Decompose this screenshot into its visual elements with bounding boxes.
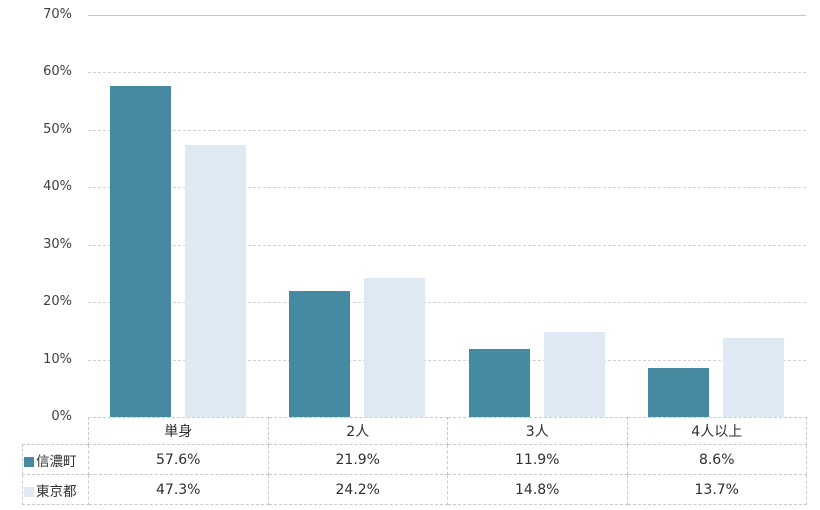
value-cell: 47.3% (88, 474, 269, 505)
legend-swatch (24, 486, 34, 497)
y-tick-label: 70% (43, 7, 72, 22)
legend-label: 東京都 (36, 483, 77, 500)
bar (648, 367, 710, 417)
legend-swatch (24, 456, 34, 467)
y-tick-label: 30% (43, 236, 72, 252)
value-cell: 11.9% (447, 444, 628, 475)
category-header-cell: 3人 (447, 417, 628, 445)
value-cell: 57.6% (88, 444, 269, 475)
category-header-cell: 単身 (88, 417, 269, 445)
bar-group (447, 15, 627, 417)
value-cell: 21.9% (267, 444, 448, 475)
grid-line (88, 244, 806, 246)
table-row: 東京都 47.3% 24.2% 14.8% 13.7% (22, 474, 807, 505)
table-corner-spacer (23, 418, 89, 445)
bar (364, 278, 426, 417)
y-tick-label: 40% (43, 179, 72, 195)
bar-group (88, 15, 268, 417)
grid-line (88, 72, 806, 74)
y-tick-label: 10% (43, 351, 72, 367)
grid-line (88, 129, 806, 131)
y-tick-label: 0% (51, 409, 72, 424)
y-tick-label: 20% (43, 294, 72, 310)
bar (109, 86, 171, 417)
value-cell: 13.7% (626, 474, 807, 505)
y-tick-label: 60% (43, 64, 72, 80)
legend-cell: 信濃町 (22, 444, 89, 475)
legend-label: 信濃町 (36, 453, 77, 470)
table-row: 信濃町 57.6% 21.9% 11.9% 8.6% (22, 444, 807, 475)
value-cell: 24.2% (267, 474, 448, 505)
bar (543, 332, 605, 417)
bar (289, 291, 351, 417)
value-cell: 14.8% (447, 474, 628, 505)
grid-line (88, 187, 806, 189)
legend-cell: 東京都 (22, 474, 89, 505)
bar (723, 338, 785, 417)
bar (468, 348, 530, 417)
bar-group (627, 15, 807, 417)
category-header-cell: 2人 (267, 417, 448, 445)
grid-line (88, 15, 806, 16)
value-cell: 8.6% (626, 444, 807, 475)
bar-series-container (88, 15, 806, 417)
bar (184, 145, 246, 417)
data-table: 単身 2人 3人 4人以上信濃町 57.6% 21.9% 11.9% 8.6% 東京都 47.3%… (22, 417, 807, 505)
category-header-cell: 4人以上 (626, 417, 807, 445)
grid-line (88, 359, 806, 361)
bar-group (268, 15, 448, 417)
y-tick-label: 50% (43, 121, 72, 137)
grid-line (88, 302, 806, 304)
